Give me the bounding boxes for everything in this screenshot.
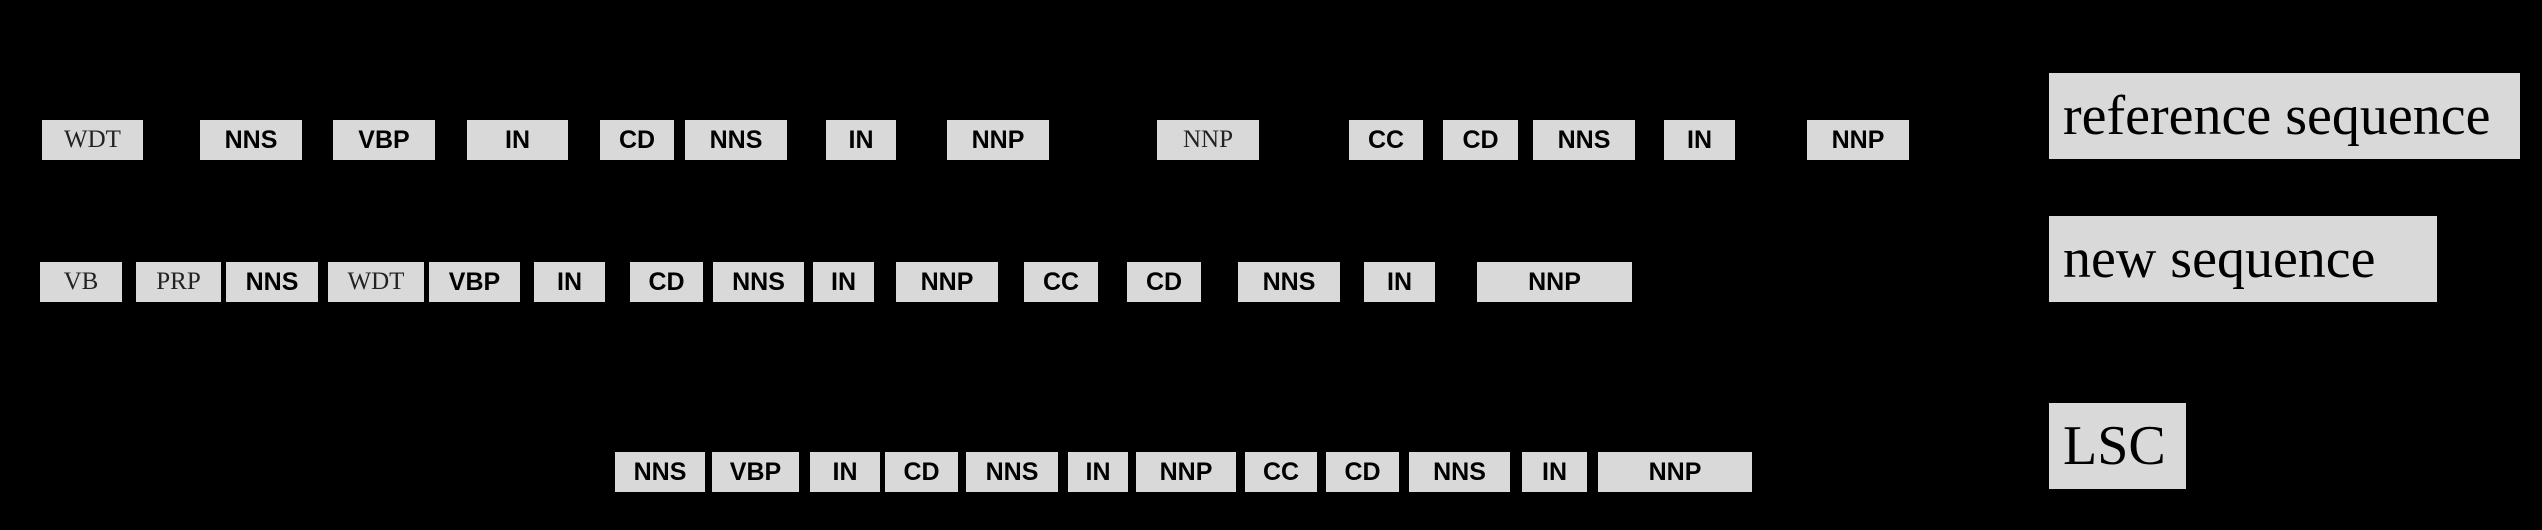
new-tag: WDT (328, 262, 424, 302)
new-tag: CD (630, 262, 703, 302)
new-tag: NNS (226, 262, 318, 302)
lsc-row: NNS VBP IN CD NNS IN NNP CC CD NNS IN NN… (0, 452, 2542, 492)
new-sequence-label: new sequence (2049, 216, 2437, 302)
new-tag: VB (40, 262, 122, 302)
ref-tag: NNS (1533, 120, 1635, 160)
ref-tag: IN (1664, 120, 1735, 160)
lsc-tag: IN (810, 452, 880, 492)
new-tag: PRP (136, 262, 221, 302)
new-sequence-row: VB PRP NNS WDT VBP IN CD NNS IN NNP CC C… (0, 262, 2542, 302)
ref-tag: IN (467, 120, 568, 160)
new-tag: CD (1127, 262, 1201, 302)
lsc-tag: IN (1068, 452, 1128, 492)
new-tag: IN (813, 262, 874, 302)
new-tag: NNS (713, 262, 804, 302)
lsc-tag: CD (885, 452, 958, 492)
new-tag: VBP (429, 262, 520, 302)
ref-tag: CC (1349, 120, 1423, 160)
lsc-tag: NNS (1409, 452, 1510, 492)
reference-sequence-row: WDT NNS VBP IN CD NNS IN NNP NNP CC CD N… (0, 120, 2542, 160)
lsc-tag: NNP (1598, 452, 1752, 492)
ref-tag: WDT (42, 120, 143, 160)
lsc-tag: CD (1326, 452, 1399, 492)
ref-tag: IN (826, 120, 896, 160)
ref-tag: CD (1443, 120, 1518, 160)
lsc-tag: VBP (712, 452, 799, 492)
lsc-tag: NNS (966, 452, 1058, 492)
reference-sequence-label: reference sequence (2049, 73, 2520, 159)
ref-tag: NNP (1807, 120, 1909, 160)
ref-tag: NNP (947, 120, 1049, 160)
ref-tag: NNS (685, 120, 787, 160)
new-tag: NNP (896, 262, 998, 302)
new-tag: CC (1024, 262, 1098, 302)
ref-tag: NNP (1157, 120, 1259, 160)
lsc-label: LSC (2049, 403, 2186, 489)
lsc-tag: IN (1522, 452, 1587, 492)
new-tag: NNP (1477, 262, 1632, 302)
new-tag: IN (1364, 262, 1435, 302)
lsc-tag: CC (1245, 452, 1317, 492)
ref-tag: NNS (200, 120, 302, 160)
lsc-tag: NNP (1136, 452, 1236, 492)
ref-tag: VBP (333, 120, 435, 160)
new-tag: NNS (1238, 262, 1340, 302)
ref-tag: CD (600, 120, 674, 160)
new-tag: IN (534, 262, 605, 302)
lsc-tag: NNS (615, 452, 705, 492)
